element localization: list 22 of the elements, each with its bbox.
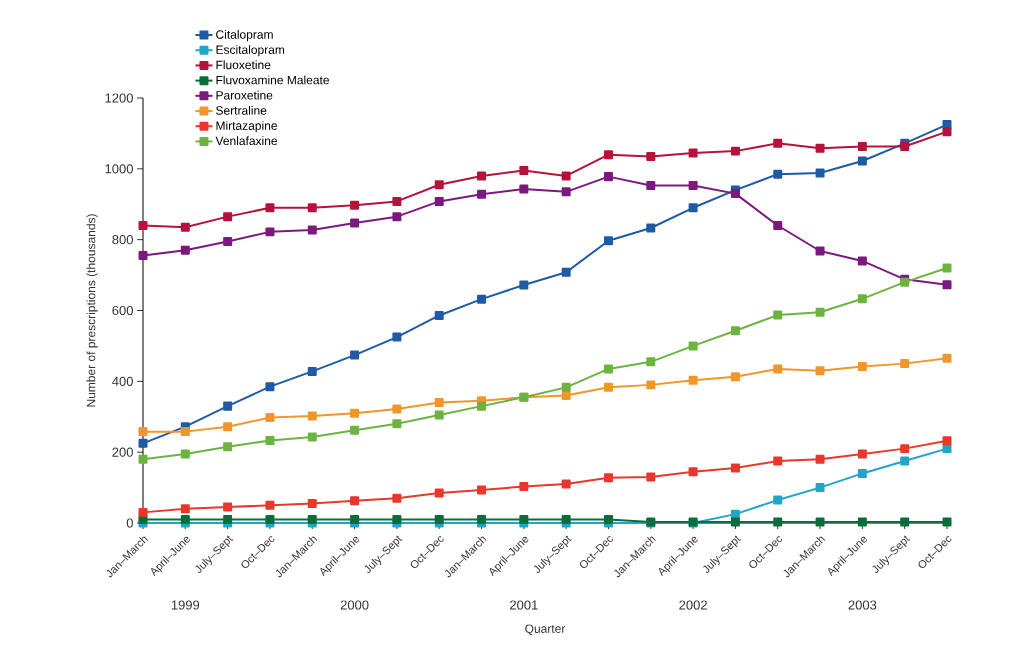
legend-label: Sertraline bbox=[216, 105, 267, 115]
legend-label: Mirtazapine bbox=[216, 121, 277, 133]
y-tick-label: 400 bbox=[112, 376, 133, 386]
y-tick-label: 0 bbox=[126, 518, 133, 528]
y-tick-label: 1000 bbox=[105, 164, 133, 174]
text: 2001 bbox=[510, 600, 538, 610]
legend-label: Escitalopram bbox=[216, 45, 285, 57]
text: 2003 bbox=[848, 600, 877, 610]
legend-label: Venlafaxine bbox=[215, 136, 278, 146]
legend-label: Fluoxetine bbox=[216, 60, 271, 70]
legend-label: Paroxetine bbox=[216, 90, 273, 100]
y-axis-title: Number of prescriptions (thousands) bbox=[86, 214, 98, 407]
y-tick-label: 200 bbox=[112, 447, 133, 457]
text: 1999 bbox=[171, 600, 200, 610]
y-tick-label: 1200 bbox=[105, 93, 133, 103]
text: 2000 bbox=[340, 600, 369, 610]
legend-label: Citalopram bbox=[216, 29, 273, 42]
y-tick-label: 600 bbox=[112, 305, 133, 316]
x-axis-title: Quarter bbox=[525, 624, 566, 636]
y-tick-label: 800 bbox=[112, 235, 133, 245]
legend-label: Fluvoxamine Maleate bbox=[216, 75, 329, 85]
text: 2002 bbox=[679, 600, 707, 610]
